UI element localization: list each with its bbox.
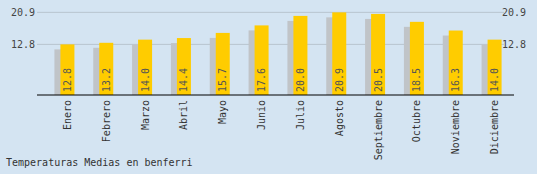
y-tick-label: 12.8 <box>11 39 35 50</box>
x-tick-label: Junio <box>256 100 267 130</box>
x-tick-label: Diciembre <box>489 100 500 154</box>
x-tick-label: Noviembre <box>450 100 461 154</box>
x-tick-label: Mayo <box>217 100 228 124</box>
data-label: 13.2 <box>101 68 112 92</box>
data-label: 15.7 <box>217 68 228 92</box>
data-label: 14.0 <box>489 68 500 92</box>
data-label: 17.6 <box>256 68 267 92</box>
x-tick-label: Agosto <box>334 100 345 136</box>
title: Temperaturas Medias en benferri <box>6 157 193 168</box>
x-tick-label: Septiembre <box>373 100 384 160</box>
x-tick-label: Julio <box>295 100 306 130</box>
data-label: 20.0 <box>295 68 306 92</box>
bar <box>410 22 424 95</box>
x-tick-label: Abril <box>178 100 189 130</box>
data-label: 14.0 <box>140 68 151 92</box>
x-tick-label: Marzo <box>140 100 151 130</box>
y-tick-label-right: 12.8 <box>502 39 526 50</box>
x-tick-label: Enero <box>62 100 73 130</box>
x-axis <box>37 95 514 96</box>
bar <box>177 38 191 95</box>
bar <box>216 33 230 95</box>
chart: 12.8 12.8 20.9 20.9 12.8 Enero 13.2 Febrero 14.0… <box>0 0 537 174</box>
y-tick-label-right: 20.9 <box>502 7 526 18</box>
y-tick-label: 20.9 <box>11 7 35 18</box>
data-label: 14.4 <box>178 68 189 92</box>
data-label: 20.5 <box>373 68 384 92</box>
bar <box>332 12 346 95</box>
bar <box>488 40 502 95</box>
bar <box>255 25 269 95</box>
bar <box>371 14 385 95</box>
data-label: 20.9 <box>334 68 345 92</box>
bar <box>138 40 152 95</box>
data-label: 18.5 <box>411 68 422 92</box>
bar <box>449 31 463 95</box>
data-label: 16.3 <box>450 68 461 92</box>
background <box>0 0 537 174</box>
grid-line <box>37 12 504 13</box>
data-label: 12.8 <box>62 68 73 92</box>
x-tick-label: Octubre <box>411 100 422 142</box>
x-tick-label: Febrero <box>101 100 112 142</box>
bar <box>99 43 113 95</box>
bar <box>293 16 307 95</box>
bar <box>60 44 74 95</box>
bars <box>54 12 501 95</box>
